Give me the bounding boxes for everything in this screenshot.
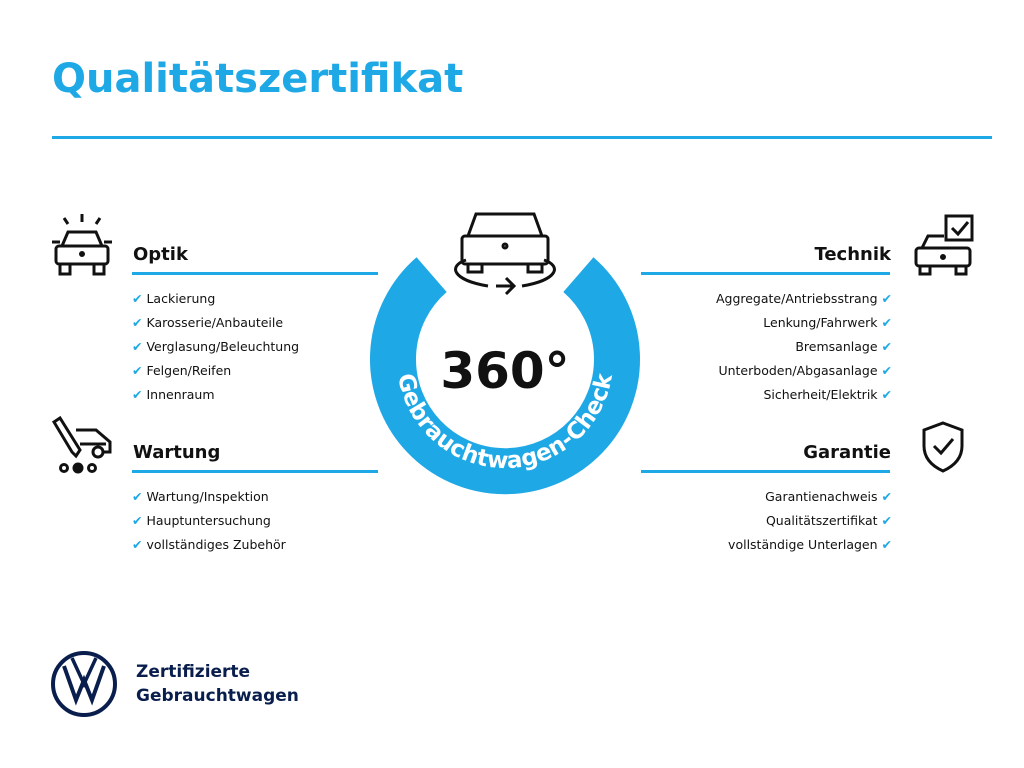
check-icon: ✔ xyxy=(132,363,143,378)
optik-list: ✔ Lackierung ✔ Karosserie/Anbauteile ✔ V… xyxy=(132,287,299,407)
check-icon: ✔ xyxy=(132,537,143,552)
check-icon: ✔ xyxy=(881,489,892,504)
car-rotate-icon xyxy=(454,212,556,296)
garantie-divider xyxy=(641,470,890,473)
technik-title: Technik xyxy=(814,244,891,265)
wartung-divider xyxy=(132,470,378,473)
list-item: Bremsanlage ✔ xyxy=(795,339,892,354)
car-checklist-icon xyxy=(914,214,974,276)
wartung-title: Wartung xyxy=(133,442,221,463)
list-item: Qualitätszertifikat ✔ xyxy=(765,513,892,528)
check-icon: ✔ xyxy=(881,291,892,306)
check-icon: ✔ xyxy=(881,387,892,402)
list-item: Sicherheit/Elektrik ✔ xyxy=(763,387,892,402)
page-title: Qualitätszertifikat xyxy=(52,56,464,102)
list-item: ✔ Wartung/Inspektion xyxy=(132,489,269,504)
check-icon: ✔ xyxy=(881,339,892,354)
list-item: Lenkung/Fahrwerk ✔ xyxy=(763,315,892,330)
technik-divider xyxy=(641,272,890,275)
garantie-list: Garantienachweis ✔ Qualitätszertifikat ✔… xyxy=(728,485,892,557)
list-item: vollständige Unterlagen ✔ xyxy=(728,537,892,552)
optik-title: Optik xyxy=(133,244,188,265)
service-tools-icon xyxy=(51,416,112,474)
degrees-text: 360° xyxy=(440,342,569,400)
brand-line2: Gebrauchtwagen xyxy=(136,686,299,706)
list-item: Garantienachweis ✔ xyxy=(765,489,892,504)
list-item: ✔ Lackierung xyxy=(132,291,216,306)
list-item: ✔ vollständiges Zubehör xyxy=(132,537,286,552)
list-item: Unterboden/Abgasanlage ✔ xyxy=(718,363,892,378)
brand-text: Zertifizierte Gebrauchtwagen xyxy=(136,660,299,708)
list-item: ✔ Verglasung/Beleuchtung xyxy=(132,339,300,354)
garantie-title: Garantie xyxy=(803,442,891,463)
shield-check-icon xyxy=(922,421,964,473)
check-icon: ✔ xyxy=(881,537,892,552)
check-icon: ✔ xyxy=(881,315,892,330)
optik-divider xyxy=(132,272,378,275)
check-icon: ✔ xyxy=(881,513,892,528)
badge-ring xyxy=(370,257,640,495)
check-icon: ✔ xyxy=(132,513,143,528)
list-item: ✔ Felgen/Reifen xyxy=(132,363,232,378)
title-divider xyxy=(52,136,992,139)
technik-list: Aggregate/Antriebsstrang ✔ Lenkung/Fahrw… xyxy=(716,287,892,407)
car-lights-icon xyxy=(52,214,112,276)
check-360-badge: Gebrauchtwagen-Check 360° xyxy=(370,212,640,495)
wartung-list: ✔ Wartung/Inspektion ✔ Hauptuntersuchung… xyxy=(132,485,286,557)
check-icon: ✔ xyxy=(132,489,143,504)
check-icon: ✔ xyxy=(132,315,143,330)
list-item: ✔ Karosserie/Anbauteile xyxy=(132,315,284,330)
check-icon: ✔ xyxy=(881,363,892,378)
vw-logo xyxy=(51,651,117,717)
list-item: Aggregate/Antriebsstrang ✔ xyxy=(715,291,892,306)
brand-line1: Zertifizierte xyxy=(136,662,251,682)
check-icon: ✔ xyxy=(132,291,143,306)
check-icon: ✔ xyxy=(132,387,143,402)
check-icon: ✔ xyxy=(132,339,143,354)
list-item: ✔ Hauptuntersuchung xyxy=(132,513,271,528)
list-item: ✔ Innenraum xyxy=(132,387,215,402)
